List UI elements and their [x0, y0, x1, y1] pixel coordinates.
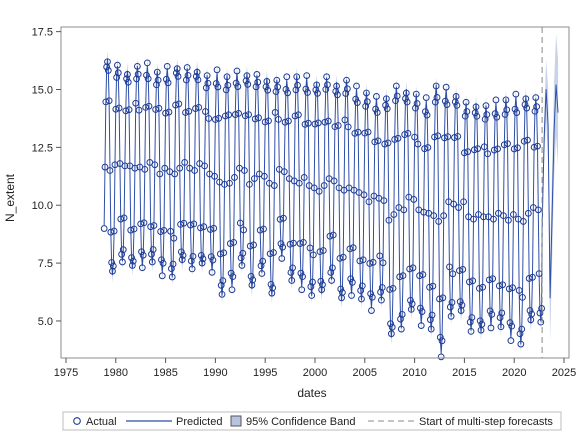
legend: Actual Predicted 95% Confidence Band Sta…	[63, 412, 561, 430]
y-tick-label: 10.0	[32, 200, 53, 212]
x-tick-label: 2015	[452, 367, 476, 379]
x-tick-label: 2005	[353, 367, 377, 379]
y-axis-label: N_extent	[3, 173, 17, 222]
y-tick-label: 5.0	[38, 316, 53, 328]
x-tick-label: 1980	[104, 367, 128, 379]
legend-forecast-label: Start of multi-step forecasts	[419, 416, 553, 428]
y-tick-label: 7.5	[38, 258, 53, 270]
x-tick-label: 2020	[502, 367, 526, 379]
x-tick-label: 1975	[54, 367, 78, 379]
x-tick-label: 1990	[203, 367, 227, 379]
legend-actual-label: Actual	[86, 416, 117, 428]
y-tick-label: 12.5	[32, 142, 53, 154]
legend-band-label: 95% Confidence Band	[246, 416, 355, 428]
y-tick-label: 17.5	[32, 27, 53, 39]
x-tick-label: 2010	[402, 367, 426, 379]
legend-predicted-label: Predicted	[176, 416, 222, 428]
x-tick-label: 1985	[153, 367, 177, 379]
x-tick-label: 2000	[303, 367, 327, 379]
x-axis-label: dates	[297, 386, 326, 400]
legend-band-swatch	[231, 416, 241, 426]
y-tick-label: 15.0	[32, 84, 53, 96]
x-tick-label: 2025	[552, 367, 576, 379]
x-tick-label: 1995	[253, 367, 277, 379]
